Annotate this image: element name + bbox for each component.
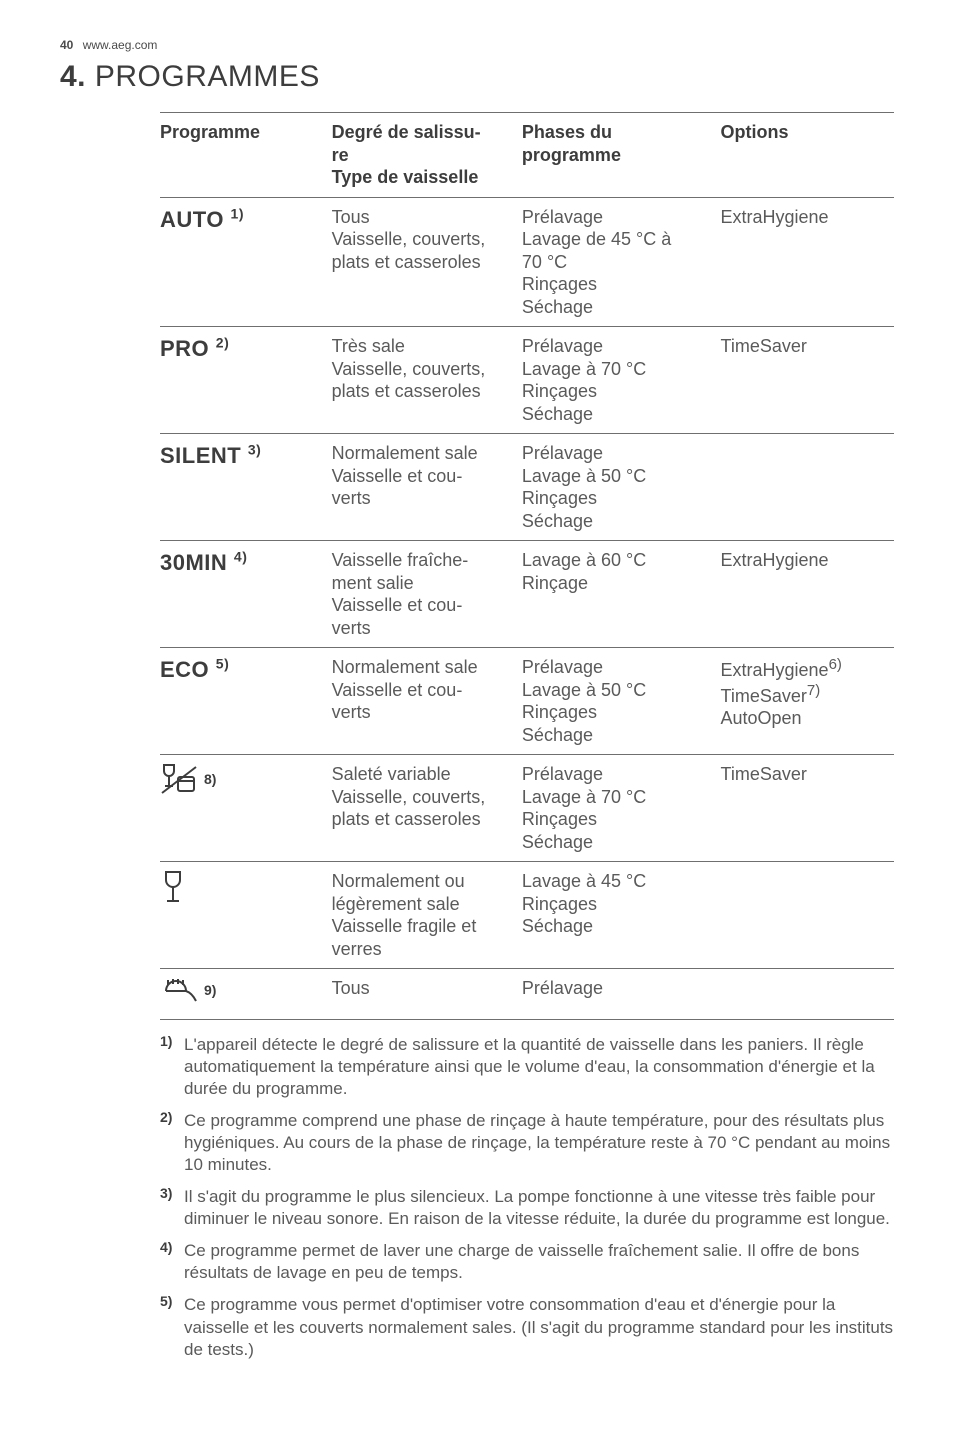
cell-options <box>721 862 895 969</box>
cell-programme: 30MIN 4) <box>160 541 332 648</box>
cell-soil: Tous <box>332 969 522 1020</box>
table-row: AUTO 1) TousVaisselle, couverts,plats et … <box>160 197 894 327</box>
programme-name: 30MIN 4) <box>160 550 247 575</box>
programme-name: SILENT 3) <box>160 443 261 468</box>
cell-programme: PRO 2) <box>160 327 332 434</box>
cell-phases: PrélavageLavage à 70 °CRinçagesSéchage <box>522 327 721 434</box>
footnote-text: Ce programme comprend une phase de rinça… <box>184 1110 894 1176</box>
cell-programme: 9) <box>160 969 332 1020</box>
programme-name: ECO 5) <box>160 657 229 682</box>
footnote-text: L'appareil détecte le degré de salissure… <box>184 1034 894 1100</box>
cell-options: ExtraHygiene <box>721 197 895 327</box>
col-header-options: Options <box>721 113 895 198</box>
cell-options: ExtraHygiene6)TimeSaver7)AutoOpen <box>721 648 895 755</box>
shower-icon: 9) <box>160 977 216 1005</box>
cell-options <box>721 969 895 1020</box>
table-row: 30MIN 4) Vaisselle fraîche-ment salieVais… <box>160 541 894 648</box>
cell-soil: TousVaisselle, couverts,plats et cassero… <box>332 197 522 327</box>
table-row: SILENT 3) Normalement saleVaisselle et co… <box>160 434 894 541</box>
cell-options: TimeSaver <box>721 327 895 434</box>
cell-phases: Prélavage <box>522 969 721 1020</box>
cell-soil: Vaisselle fraîche-ment salieVaisselle et… <box>332 541 522 648</box>
section-number: 4. <box>60 60 86 93</box>
running-header: 40 www.aeg.com <box>60 38 894 52</box>
footnote-text: Ce programme vous permet d'optimiser vot… <box>184 1294 894 1360</box>
page: 40 www.aeg.com 4. PROGRAMMES Programme D… <box>0 0 954 1431</box>
footnotes: 1) L'appareil détecte le degré de saliss… <box>160 1034 894 1361</box>
cell-programme: ECO 5) <box>160 648 332 755</box>
programme-name: AUTO 1) <box>160 207 244 232</box>
col-header-phases: Phases duprogramme <box>522 113 721 198</box>
footnote-number: 3) <box>160 1184 184 1228</box>
cell-programme: SILENT 3) <box>160 434 332 541</box>
cell-options: ExtraHygiene <box>721 541 895 648</box>
table-row: PRO 2) Très saleVaisselle, couverts,plats… <box>160 327 894 434</box>
footnote: 2) Ce programme comprend une phase de ri… <box>160 1110 894 1176</box>
footnote-text: Il s'agit du programme le plus silencieu… <box>184 1186 894 1230</box>
cell-soil: Saleté variableVaisselle, couverts,plats… <box>332 755 522 862</box>
cell-options <box>721 434 895 541</box>
page-number: 40 <box>60 38 73 52</box>
table-row: 8) Saleté variableVaisselle, couverts,pla… <box>160 755 894 862</box>
programmes-table: Programme Degré de salissu-reType de vai… <box>160 112 894 1020</box>
cell-programme: 8) <box>160 755 332 862</box>
programme-name: PRO 2) <box>160 336 229 361</box>
cell-phases: PrélavageLavage à 50 °CRinçagesSéchage <box>522 434 721 541</box>
footnote: 5) Ce programme vous permet d'optimiser … <box>160 1294 894 1360</box>
table-row: 9) TousPrélavage <box>160 969 894 1020</box>
cell-options: TimeSaver <box>721 755 895 862</box>
footnote: 1) L'appareil détecte le degré de saliss… <box>160 1034 894 1100</box>
cell-phases: Lavage à 60 °CRinçage <box>522 541 721 648</box>
glass-icon <box>160 870 186 904</box>
table-row: ECO 5) Normalement saleVaisselle et cou-v… <box>160 648 894 755</box>
cell-phases: Lavage à 45 °CRinçagesSéchage <box>522 862 721 969</box>
cell-phases: PrélavageLavage à 70 °CRinçagesSéchage <box>522 755 721 862</box>
col-header-soil: Degré de salissu-reType de vaisselle <box>332 113 522 198</box>
footnote-text: Ce programme permet de laver une charge … <box>184 1240 894 1284</box>
content-block: Programme Degré de salissu-reType de vai… <box>60 112 894 1361</box>
footnote-number: 5) <box>160 1292 184 1358</box>
cell-soil: Normalement saleVaisselle et cou-verts <box>332 434 522 541</box>
footnote-number: 1) <box>160 1032 184 1098</box>
header-site: www.aeg.com <box>83 38 158 52</box>
footnote-number: 4) <box>160 1238 184 1282</box>
cell-soil: Normalement oulégèrement saleVaisselle f… <box>332 862 522 969</box>
cell-soil: Normalement saleVaisselle et cou-verts <box>332 648 522 755</box>
cell-phases: PrélavageLavage à 50 °CRinçagesSéchage <box>522 648 721 755</box>
cell-soil: Très saleVaisselle, couverts,plats et ca… <box>332 327 522 434</box>
table-row: Normalement oulégèrement saleVaisselle f… <box>160 862 894 969</box>
footnote: 4) Ce programme permet de laver une char… <box>160 1240 894 1284</box>
footnote: 3) Il s'agit du programme le plus silenc… <box>160 1186 894 1230</box>
col-header-programme: Programme <box>160 113 332 198</box>
footnote-number: 2) <box>160 1108 184 1174</box>
glass-pot-icon: 8) <box>160 763 216 797</box>
cell-programme: AUTO 1) <box>160 197 332 327</box>
cell-programme <box>160 862 332 969</box>
section-heading: 4. PROGRAMMES <box>60 60 894 94</box>
section-title: PROGRAMMES <box>95 60 320 93</box>
cell-phases: PrélavageLavage de 45 °C à70 °CRinçagesS… <box>522 197 721 327</box>
